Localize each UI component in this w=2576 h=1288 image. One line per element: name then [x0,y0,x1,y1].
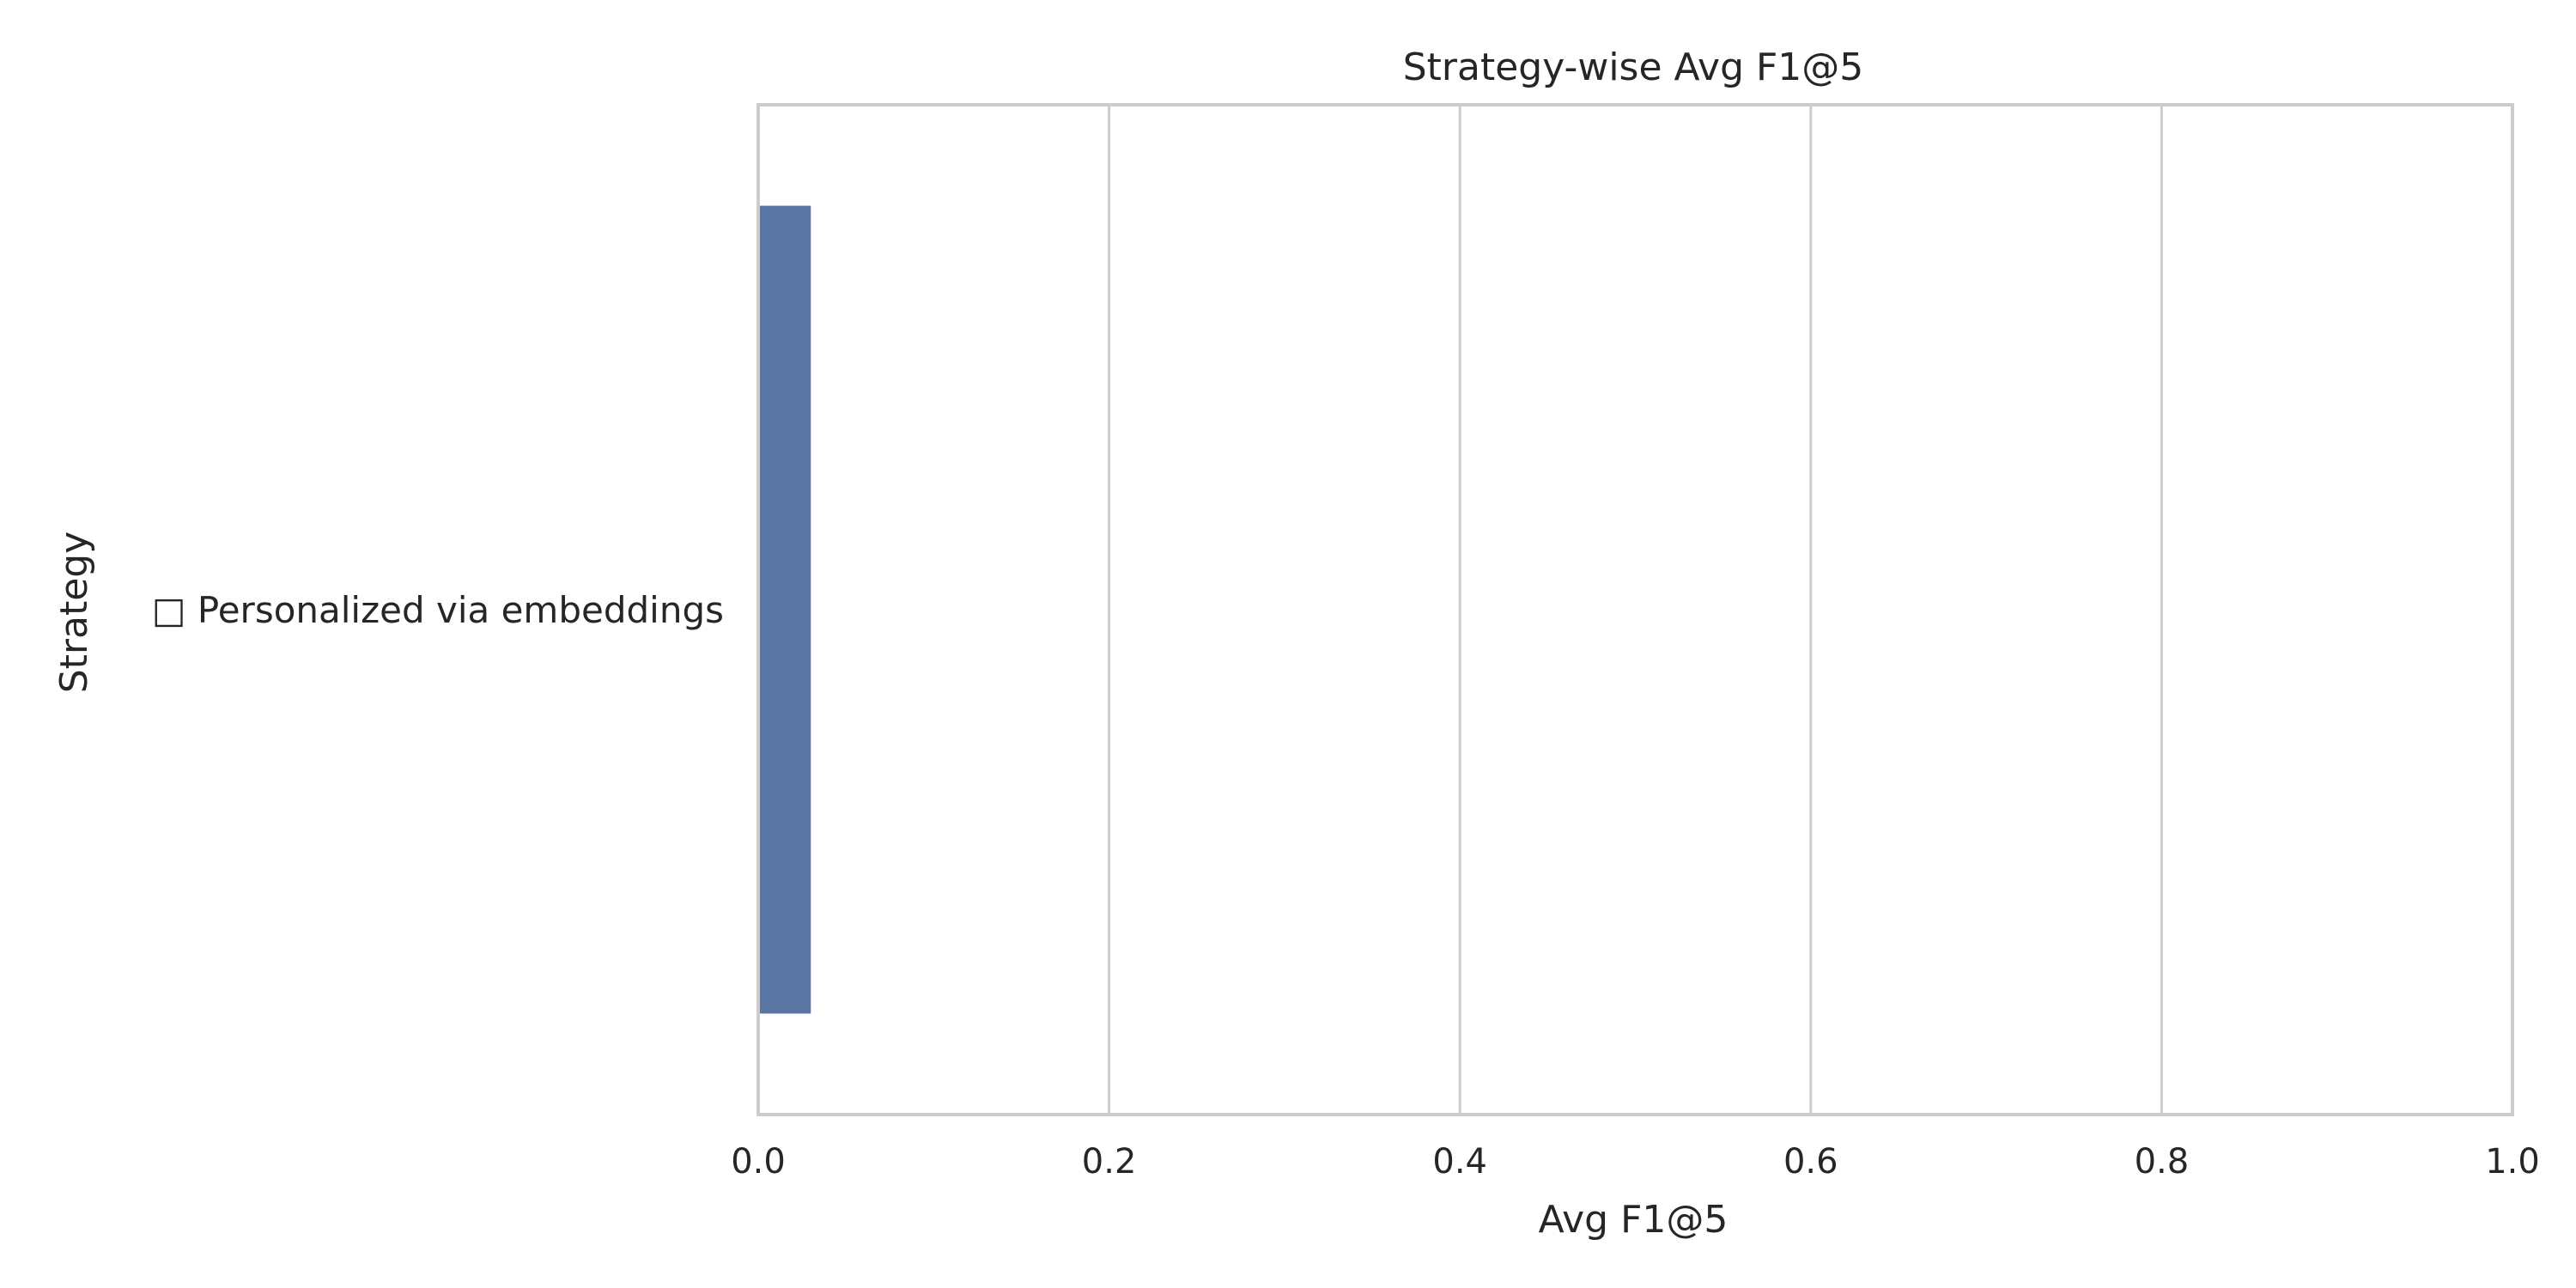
y-category-label: □ Personalized via embeddings [152,589,724,631]
x-axis-label: Avg F1@5 [1539,1198,1728,1242]
chart-title: Strategy-wise Avg F1@5 [1403,46,1864,89]
x-tick-label: 0.8 [2135,1142,2190,1182]
x-tick-label: 1.0 [2485,1142,2540,1182]
bars [758,205,811,1014]
x-tick-labels: 0.0 0.2 0.4 0.6 0.8 1.0 [731,1142,2540,1182]
grid-lines [756,105,2514,1115]
bar [758,205,811,1014]
plot-frame [756,103,2514,1116]
x-tick-label: 0.0 [731,1142,786,1182]
y-axis-label: Strategy [52,532,96,694]
x-tick-label: 0.4 [1432,1142,1487,1182]
x-tick-label: 0.6 [1783,1142,1838,1182]
x-tick-label: 0.2 [1082,1142,1137,1182]
y-category-labels: □ Personalized via embeddings [152,589,724,631]
